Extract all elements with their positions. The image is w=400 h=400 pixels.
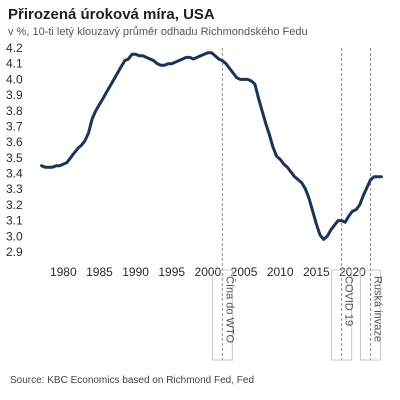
event-label: COVID 19 [343, 276, 355, 326]
y-tick-label: 2.9 [6, 245, 23, 259]
chart-source: Source: KBC Economics based on Richmond … [10, 375, 255, 386]
x-tick-label: 2020 [339, 265, 366, 279]
x-tick-label: 1995 [158, 265, 185, 279]
event-label-box [331, 269, 353, 361]
series-line [40, 51, 383, 241]
y-tick-label: 3.8 [6, 104, 23, 118]
x-tick-label: 2010 [267, 265, 294, 279]
x-tick-label: 2000 [195, 265, 222, 279]
chart-subtitle: v %, 10-ti letý klouzavý průměr odhadu R… [8, 26, 308, 38]
y-tick-label: 3.1 [6, 214, 23, 228]
y-tick-label: 3.9 [6, 88, 23, 102]
y-tick-label: 4.0 [6, 72, 23, 86]
y-tick-label: 3.5 [6, 151, 23, 165]
x-tick-label: 1990 [122, 265, 149, 279]
y-tick-label: 4.2 [6, 41, 23, 55]
y-tick-label: 3.2 [6, 198, 23, 212]
event-label: Ruská invaze [372, 276, 384, 342]
y-tick-label: 3.6 [6, 135, 23, 149]
y-tick-label: 3.3 [6, 182, 23, 196]
event-label-box [360, 269, 382, 361]
x-tick-label: 1980 [50, 265, 77, 279]
event-label-box [211, 269, 233, 361]
x-tick-label: 1985 [86, 265, 113, 279]
x-tick-label: 2005 [231, 265, 258, 279]
y-tick-label: 3.0 [6, 229, 23, 243]
y-tick-label: 4.1 [6, 57, 23, 71]
y-tick-label: 3.4 [6, 167, 23, 181]
y-tick-label: 3.7 [6, 119, 23, 133]
chart-title: Přirozená úroková míra, USA [8, 6, 215, 23]
x-tick-label: 2015 [303, 265, 330, 279]
event-label: Čína do WTO [223, 276, 236, 343]
